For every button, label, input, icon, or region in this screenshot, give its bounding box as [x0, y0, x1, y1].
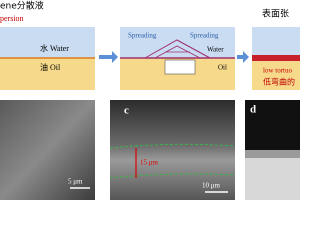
panel-2: Spreading Spreading Water Oil [120, 27, 235, 90]
inset [164, 59, 196, 75]
water-layer [252, 27, 300, 55]
image-label: d [250, 104, 256, 116]
substrate [245, 158, 300, 200]
film-layer [245, 150, 300, 158]
header-subtitle: persion [0, 14, 24, 23]
panel-1: 水 Water 油 Oil [0, 27, 95, 90]
sem-image [110, 100, 235, 200]
spreading-label: Spreading [128, 32, 157, 40]
image-label: c [124, 105, 129, 117]
water-layer [120, 27, 235, 58]
header-title: ene分散液 [0, 0, 44, 12]
scale-label: 5 μm [68, 178, 83, 186]
oil-label: 油 Oil [40, 62, 61, 72]
water-label: 水 Water [40, 43, 69, 53]
panel-title: 表面张 [262, 8, 289, 20]
figure: ene分散液 persion 水 Water 油 Oil Spreading S… [0, 0, 300, 200]
oil-layer [0, 58, 95, 90]
boundary [109, 143, 236, 179]
thickness-label: 15 μm [140, 159, 159, 167]
note-en: low tortuo [263, 67, 292, 75]
network [154, 45, 201, 59]
note-cn: 低弯曲的 [263, 77, 295, 87]
arrow [237, 51, 249, 63]
oil-layer [252, 61, 300, 90]
scale-label: 10 μm [202, 182, 221, 190]
water-layer [0, 27, 95, 58]
arrow [99, 51, 118, 63]
oil-label: Oil [218, 64, 227, 72]
film [252, 55, 300, 61]
spreading-label: Spreading [190, 32, 219, 40]
panel-3: 表面张 low tortuo 低弯曲的 [252, 8, 300, 90]
water-label: Water [207, 46, 224, 54]
sem-image [0, 100, 95, 200]
